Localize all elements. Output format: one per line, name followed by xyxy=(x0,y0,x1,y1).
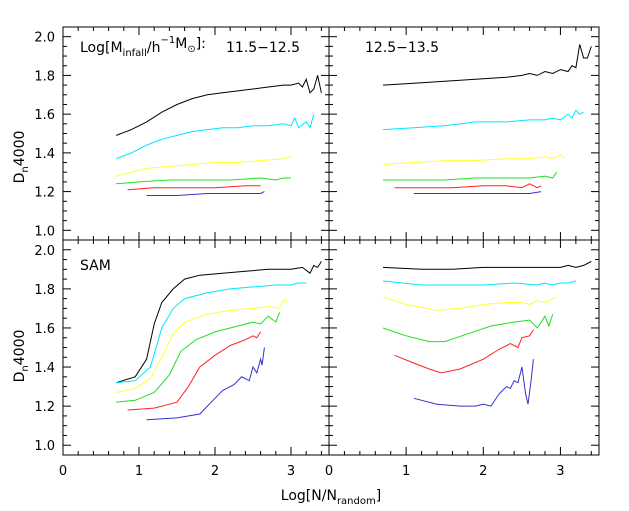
y-tick-label: 1.6 xyxy=(34,108,55,123)
series-line-top-right-0 xyxy=(382,44,592,86)
y-tick-label: 1.0 xyxy=(34,224,55,239)
x-tick-label: 0 xyxy=(59,464,67,479)
ylabel-rest: 4000 xyxy=(12,131,28,167)
ylabel-sub: n xyxy=(20,166,31,172)
panel-annotation-sam: SAM xyxy=(80,258,111,274)
y-tick-label: 1.6 xyxy=(34,322,55,337)
y-axis-title-top: Dn4000 xyxy=(12,131,31,184)
ylabel-rest: 4000 xyxy=(12,330,28,366)
panel-annotation-range-right: 12.5−13.5 xyxy=(365,40,439,56)
annotation-part: M xyxy=(175,36,187,52)
y-tick-label: 1.0 xyxy=(34,439,55,454)
x-tick-label: 1 xyxy=(135,464,143,479)
panel-annotation-range-left: 11.5−12.5 xyxy=(226,40,300,56)
series-line-top-left-4 xyxy=(127,185,261,191)
xlabel-end: ] xyxy=(376,488,381,504)
series-line-bottom-left-4 xyxy=(127,331,262,411)
series-line-top-left-1 xyxy=(116,113,315,160)
x-tick-label: 3 xyxy=(556,464,564,479)
series-line-bottom-right-1 xyxy=(382,280,577,286)
xlabel-sub: random xyxy=(337,496,376,507)
annotation-part: infall xyxy=(123,48,147,59)
y-tick-label: 1.2 xyxy=(34,400,55,415)
panel-frame-top-right xyxy=(328,26,600,241)
series-line-bottom-right-3 xyxy=(382,314,554,343)
series-line-bottom-left-5 xyxy=(146,347,265,421)
series-line-top-left-3 xyxy=(116,177,291,185)
x-tick-label: 2 xyxy=(479,464,487,479)
annotation-part: −1 xyxy=(160,35,175,46)
ylabel-sub: n xyxy=(20,365,31,371)
y-tick-label: 1.4 xyxy=(34,147,55,162)
panel-annotation-mass-label: Log[Minfall/h−1M⊙]: xyxy=(80,35,206,59)
ylabel-main: D xyxy=(12,372,28,383)
x-tick-label: 0 xyxy=(325,464,333,479)
y-axis-title-bottom: Dn4000 xyxy=(12,330,31,383)
series-line-bottom-left-3 xyxy=(116,312,281,403)
series-line-top-right-1 xyxy=(382,109,584,131)
x-tick-label: 2 xyxy=(211,464,219,479)
annotation-part: /h xyxy=(147,40,161,56)
x-tick-label: 1 xyxy=(402,464,410,479)
series-line-bottom-left-0 xyxy=(116,261,322,384)
series-line-top-right-4 xyxy=(394,183,542,189)
series-line-top-right-5 xyxy=(413,191,542,194)
y-tick-label: 2.0 xyxy=(34,31,55,46)
series-line-top-right-3 xyxy=(383,171,558,181)
annotation-part: ⊙ xyxy=(187,44,195,55)
series-line-top-left-5 xyxy=(146,191,265,196)
y-tick-label: 2.0 xyxy=(34,244,55,259)
panel-frame-top-left xyxy=(62,26,330,241)
series-line-top-left-2 xyxy=(116,156,292,177)
y-tick-label: 1.2 xyxy=(34,186,55,201)
series-line-top-right-2 xyxy=(382,154,565,165)
x-tick-label: 3 xyxy=(287,464,295,479)
panel-frame-bottom-right xyxy=(328,239,600,456)
series-line-bottom-right-5 xyxy=(413,359,534,407)
series-line-bottom-left-2 xyxy=(116,300,288,393)
y-tick-label: 1.8 xyxy=(34,283,55,298)
series-line-bottom-left-1 xyxy=(116,282,307,384)
annotation-part: ]: xyxy=(196,36,206,52)
y-tick-label: 1.4 xyxy=(34,361,55,376)
y-tick-label: 1.8 xyxy=(34,69,55,84)
series-line-bottom-right-2 xyxy=(382,296,557,311)
series-line-top-left-0 xyxy=(116,75,322,136)
ylabel-main: D xyxy=(12,173,28,184)
annotation-part: Log[M xyxy=(80,40,123,56)
x-axis-title: Log[N/Nrandom] xyxy=(281,488,381,507)
series-line-bottom-right-0 xyxy=(382,261,592,270)
series-line-bottom-right-4 xyxy=(394,329,534,374)
xlabel-main: Log[N/N xyxy=(281,488,337,504)
